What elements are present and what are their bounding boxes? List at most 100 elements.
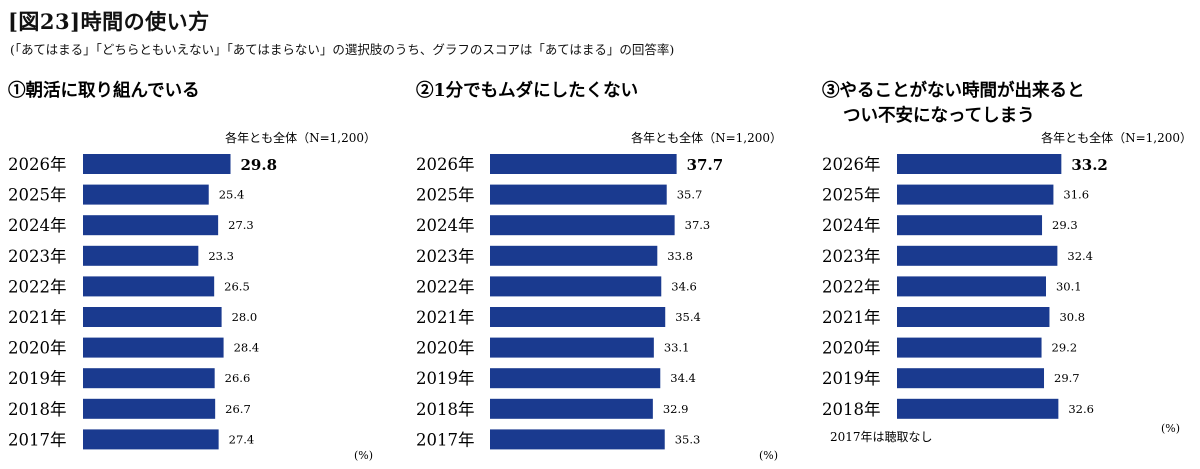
chart-1-title: ①朝活に取り組んでいる <box>8 80 200 101</box>
year-label: 2021年 <box>416 308 475 327</box>
value-label: 33.2 <box>1071 156 1108 174</box>
year-label: 2025年 <box>822 186 881 205</box>
value-label: 34.6 <box>671 279 697 293</box>
bar <box>83 215 219 236</box>
value-label: 27.3 <box>228 218 254 232</box>
value-label: 35.7 <box>677 188 703 202</box>
bar <box>897 307 1050 327</box>
value-label: 28.4 <box>234 341 260 355</box>
value-label: 23.3 <box>208 249 234 263</box>
bar <box>490 154 677 174</box>
bar <box>83 429 219 450</box>
year-label: 2022年 <box>8 277 67 296</box>
year-label: 2018年 <box>822 400 881 419</box>
bar <box>83 398 216 419</box>
bar <box>490 307 666 327</box>
year-label: 2025年 <box>416 186 475 205</box>
year-label: 2026年 <box>822 155 881 174</box>
year-label: 2022年 <box>822 277 881 296</box>
value-label: 37.7 <box>687 156 724 174</box>
bar <box>490 276 662 297</box>
chart-3-title: ③やることがない時間が出来ると <box>822 80 1085 101</box>
page-subtitle: (「あてはまる」「どちらともいえない」「あてはまらない」の選択肢のうち、グラフの… <box>10 42 675 57</box>
chart-2-unit: (%) <box>759 449 778 462</box>
chart-3-footnote: 2017年は聴取なし <box>830 430 933 444</box>
year-label: 2020年 <box>8 339 67 358</box>
value-label: 26.6 <box>225 371 251 385</box>
year-label: 2018年 <box>416 400 475 419</box>
bar <box>83 184 209 205</box>
value-label: 34.4 <box>670 371 696 385</box>
value-label: 29.8 <box>241 156 278 174</box>
bar <box>83 307 222 327</box>
value-label: 32.6 <box>1068 402 1094 416</box>
year-label: 2019年 <box>8 369 67 388</box>
bar <box>897 398 1059 419</box>
value-label: 33.1 <box>664 341 690 355</box>
year-label: 2020年 <box>822 339 881 358</box>
year-label: 2026年 <box>8 155 67 174</box>
bar <box>897 154 1062 174</box>
year-label: 2021年 <box>822 308 881 327</box>
chart-1-unit: (%) <box>354 449 373 462</box>
bar <box>490 368 661 389</box>
chart-3-sample-note: 各年とも全体（N=1,200） <box>1041 130 1192 145</box>
bar <box>490 215 675 236</box>
chart-3-title-line-2: つい不安になってしまう <box>843 105 1035 126</box>
bar <box>897 276 1046 297</box>
chart-3-unit: (%) <box>1161 422 1180 435</box>
bar <box>897 184 1054 205</box>
year-label: 2024年 <box>822 216 881 235</box>
value-label: 26.5 <box>224 279 250 293</box>
bar <box>490 337 654 358</box>
chart-2-title: ②1分でもムダにしたくない <box>416 80 638 101</box>
value-label: 25.4 <box>219 188 245 202</box>
value-label: 33.8 <box>667 249 693 263</box>
year-label: 2019年 <box>416 369 475 388</box>
bar <box>897 215 1043 236</box>
value-label: 28.0 <box>232 310 258 324</box>
bar <box>490 429 665 450</box>
year-label: 2022年 <box>416 277 475 296</box>
value-label: 30.8 <box>1059 310 1085 324</box>
year-label: 2018年 <box>8 400 67 419</box>
chart-2-sample-note: 各年とも全体（N=1,200） <box>631 130 782 145</box>
year-label: 2020年 <box>416 339 475 358</box>
bar <box>83 154 231 174</box>
value-label: 29.2 <box>1052 341 1078 355</box>
bar <box>83 337 224 358</box>
bar <box>490 398 653 419</box>
year-label: 2019年 <box>822 369 881 388</box>
bar <box>490 184 667 205</box>
bar <box>490 245 658 266</box>
year-label: 2017年 <box>416 430 475 449</box>
bar <box>83 245 199 266</box>
value-label: 32.9 <box>663 402 689 416</box>
year-label: 2017年 <box>8 430 67 449</box>
page-title: [図23]時間の使い方 <box>8 9 210 34</box>
bar <box>897 245 1058 266</box>
bar <box>83 368 215 389</box>
bar <box>897 337 1042 358</box>
value-label: 37.3 <box>685 218 711 232</box>
year-label: 2024年 <box>8 216 67 235</box>
year-label: 2026年 <box>416 155 475 174</box>
value-label: 29.3 <box>1052 218 1078 232</box>
chart-1-sample-note: 各年とも全体（N=1,200） <box>225 130 376 145</box>
year-label: 2025年 <box>8 186 67 205</box>
value-label: 32.4 <box>1067 249 1093 263</box>
value-label: 31.6 <box>1063 188 1089 202</box>
year-label: 2024年 <box>416 216 475 235</box>
value-label: 35.4 <box>675 310 701 324</box>
value-label: 29.7 <box>1054 371 1080 385</box>
bar <box>897 368 1045 389</box>
value-label: 30.1 <box>1056 279 1082 293</box>
bar <box>83 276 215 297</box>
value-label: 35.3 <box>675 432 701 446</box>
year-label: 2023年 <box>822 247 881 266</box>
year-label: 2021年 <box>8 308 67 327</box>
year-label: 2023年 <box>416 247 475 266</box>
year-label: 2023年 <box>8 247 67 266</box>
value-label: 26.7 <box>225 402 251 416</box>
